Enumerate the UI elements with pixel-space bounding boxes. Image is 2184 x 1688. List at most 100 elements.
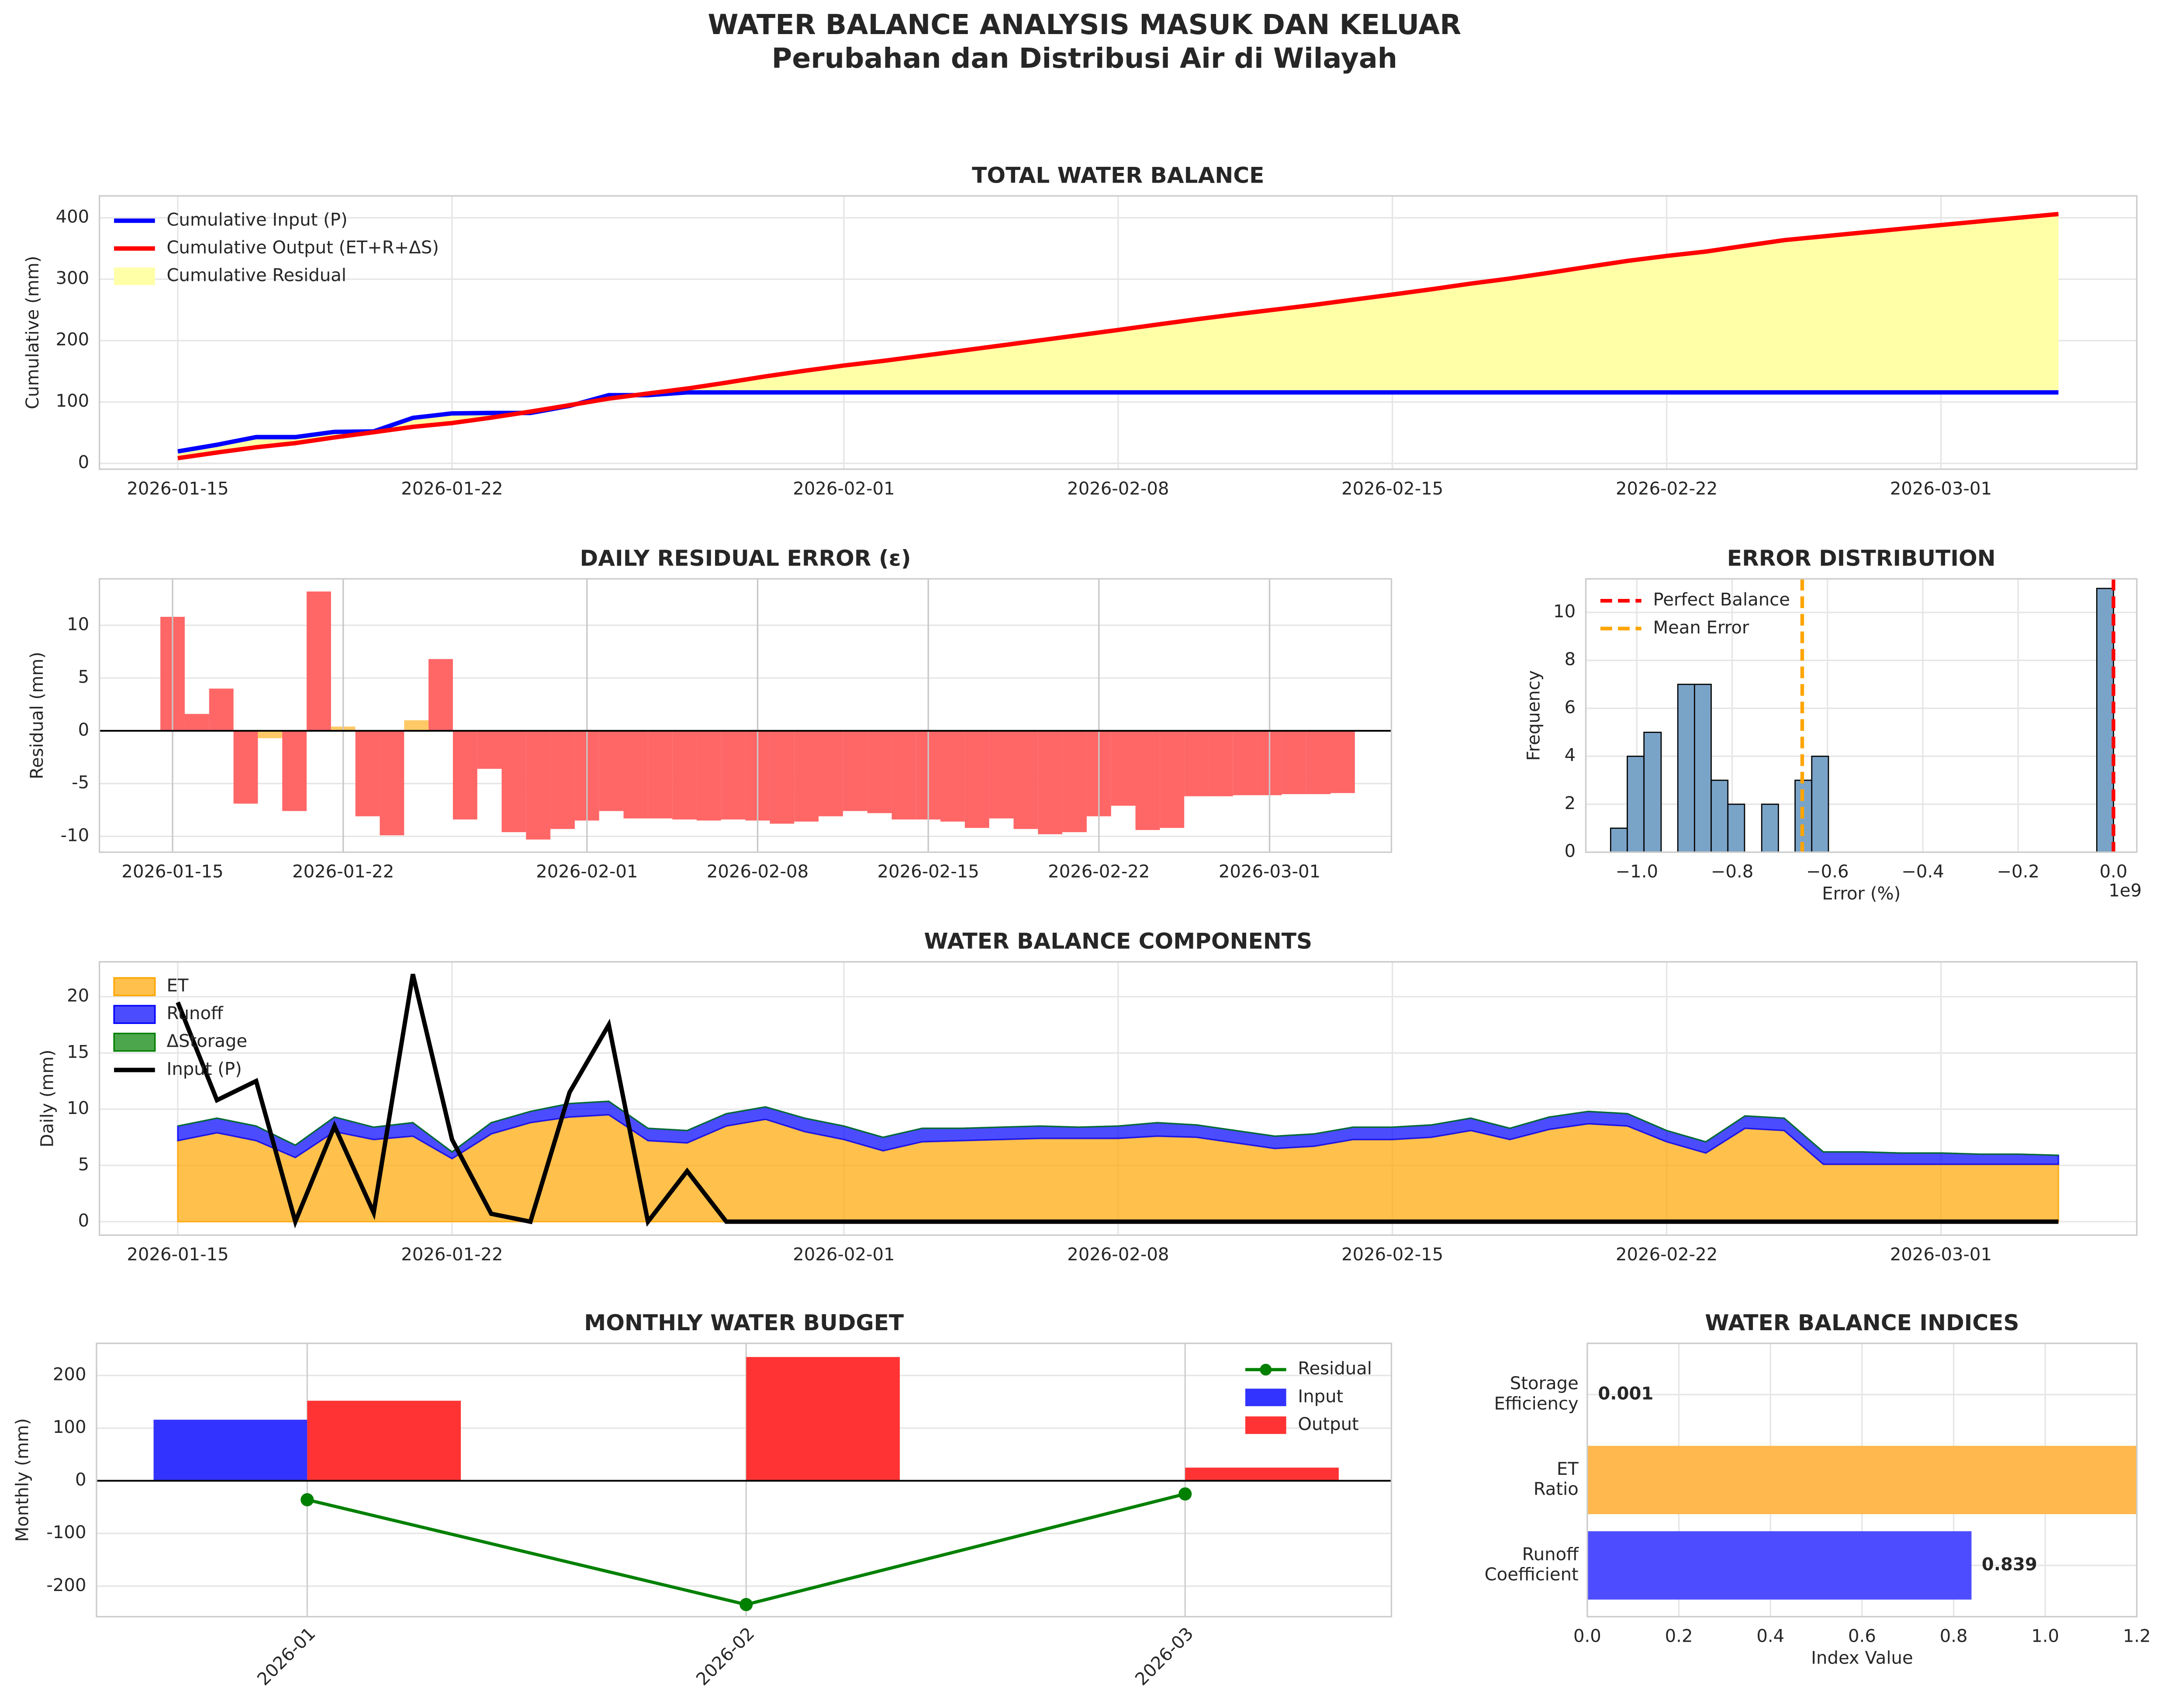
axes-frame: [98, 195, 2138, 470]
bar: [843, 730, 867, 811]
x-tick-label: 2026-03-01: [1890, 479, 1992, 499]
point: [301, 1493, 314, 1507]
legend-swatch: [1245, 1416, 1286, 1434]
bar: [1135, 730, 1160, 830]
hist-bar: [1811, 755, 1829, 853]
y-tick-label: -100: [46, 1522, 86, 1543]
series-line: [176, 973, 2059, 1228]
x-tick-label: 2026-01-15: [121, 862, 223, 882]
x-tick-label: 0.4: [1756, 1626, 1784, 1646]
bar: [599, 730, 624, 811]
bar: [1038, 730, 1063, 834]
legend-label: Cumulative Residual: [167, 265, 346, 285]
bar: [404, 720, 429, 731]
legend-swatch: [1245, 1388, 1286, 1406]
bar: [696, 730, 721, 821]
x-axis-label: Index Value: [1811, 1648, 1913, 1668]
y-tick-label: -10: [61, 825, 90, 845]
panel-title: MONTHLY WATER BUDGET: [584, 1310, 904, 1335]
x-tick-label: 0.6: [1848, 1626, 1876, 1646]
y-tick-label: 20: [67, 986, 89, 1006]
x-tick-label: 2026-02-15: [1341, 1245, 1443, 1265]
legend-label: Cumulative Output (ET+R+ΔS): [167, 238, 439, 258]
panel-title: DAILY RESIDUAL ERROR (ε): [580, 545, 911, 571]
y-tick-label: Runoff Coefficient: [1485, 1544, 1579, 1584]
bar: [258, 730, 283, 738]
bar: [940, 730, 965, 822]
y-axis-label: Monthly (mm): [13, 1418, 33, 1542]
y-tick-label: 100: [56, 391, 90, 411]
series-line: [177, 211, 2059, 460]
bar: [1185, 1467, 1339, 1481]
bar: [1587, 1446, 2137, 1515]
y-tick-label: Storage Efficiency: [1494, 1373, 1578, 1414]
legend-label: Cumulative Input (P): [167, 210, 348, 230]
bar: [721, 730, 746, 820]
panel-title: ERROR DISTRIBUTION: [1727, 545, 1996, 571]
bar: [1306, 730, 1330, 794]
axes-frame: [1586, 1342, 2138, 1618]
bar: [1282, 730, 1306, 794]
figure-subtitle: Perubahan dan Distribusi Air di Wilayah: [772, 42, 1397, 74]
residual-area: [178, 214, 2059, 458]
legend-label: Input (P): [167, 1059, 242, 1079]
bar: [1184, 730, 1209, 796]
y-tick-label: -200: [46, 1575, 86, 1595]
x-tick-label: 2026-02-15: [1341, 479, 1443, 499]
stacked-area: [177, 1100, 2059, 1156]
y-axis-label: Daily (mm): [38, 1050, 58, 1148]
figure-title: WATER BALANCE ANALYSIS MASUK DAN KELUAR: [708, 8, 1461, 41]
hist-bar: [1727, 803, 1745, 853]
bar: [1233, 730, 1258, 796]
x-tick-label: 2026-01-22: [401, 1245, 503, 1265]
bar: [307, 1401, 461, 1481]
legend-marker: [1260, 1363, 1272, 1376]
y-axis-label: Residual (mm): [27, 652, 47, 779]
bar: [648, 730, 673, 819]
bar: [307, 591, 331, 731]
legend-label: Mean Error: [1653, 618, 1749, 638]
y-tick-label: 0: [78, 453, 90, 473]
bar: [477, 730, 502, 769]
x-tick-label: 2026-02-22: [1616, 479, 1717, 499]
x-tick-label: 1.0: [2031, 1626, 2059, 1646]
legend-label: Runoff: [167, 1003, 224, 1024]
y-tick-label: 6: [1565, 697, 1576, 717]
x-tick-label: 0.2: [1665, 1626, 1693, 1646]
value-label: 0.001: [1598, 1384, 1653, 1404]
bar: [526, 730, 551, 840]
axis-offset: 1e9: [2108, 881, 2142, 901]
hist-bar: [1694, 684, 1712, 853]
legend-label: Output: [1298, 1414, 1358, 1434]
legend-label: Perfect Balance: [1653, 590, 1790, 610]
bar: [380, 730, 404, 836]
y-tick-label: 4: [1565, 745, 1576, 765]
x-tick-label: 2026-02-08: [707, 862, 809, 882]
panel-title: WATER BALANCE COMPONENTS: [924, 928, 1312, 954]
x-tick-label: 2026-02-01: [793, 479, 895, 499]
bar: [550, 730, 575, 829]
x-tick-label: 2026-02-22: [1048, 862, 1150, 882]
y-tick-label: 0: [78, 1211, 90, 1231]
x-tick-label: 2026-02-08: [1067, 1245, 1169, 1265]
bar: [501, 730, 526, 832]
y-tick-label: 100: [53, 1417, 86, 1437]
bar: [1208, 730, 1233, 796]
y-axis-label: Frequency: [1524, 670, 1544, 761]
y-tick-label: 400: [56, 207, 90, 227]
bar: [1062, 730, 1087, 832]
series-line: [177, 390, 2059, 454]
panel-title: WATER BALANCE INDICES: [1705, 1310, 2019, 1335]
x-tick-label: 2026-02-15: [878, 862, 979, 882]
y-tick-label: 5: [78, 1155, 90, 1175]
y-tick-label: -5: [72, 773, 89, 793]
bar: [989, 730, 1014, 819]
point: [740, 1598, 753, 1612]
hist-bar: [1761, 803, 1779, 853]
x-tick-label: −0.2: [1997, 862, 2039, 882]
x-tick-label: 2026-02-08: [1067, 479, 1169, 499]
axes-frame: [98, 578, 1393, 853]
legend-label: ΔStorage: [167, 1031, 248, 1052]
bar: [429, 659, 453, 731]
x-tick-label: 2026-03-01: [1219, 862, 1320, 882]
